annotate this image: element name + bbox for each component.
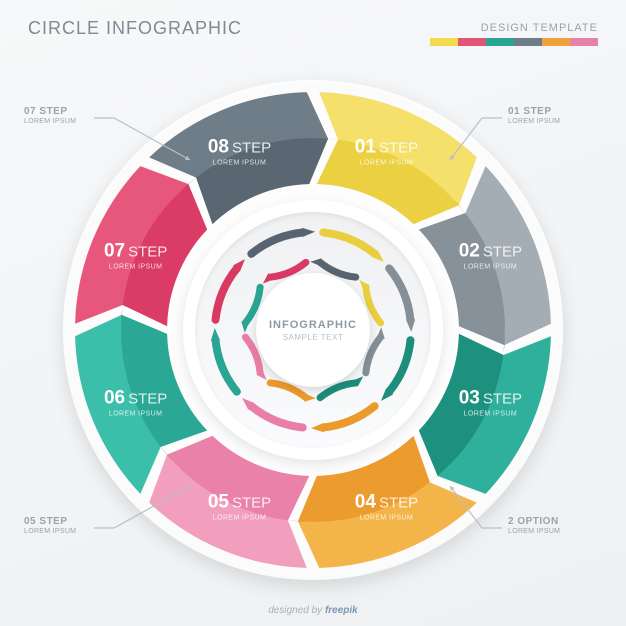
attribution-brand: freepik: [325, 605, 358, 616]
header: CIRCLE INFOGRAPHIC DESIGN TEMPLATE: [28, 18, 598, 58]
center-disc: INFOGRAPHIC SAMPLE TEXT: [256, 273, 370, 387]
callout-0: 01 STEPLOREM IPSUM: [508, 106, 560, 125]
callout-1: 2 OPTIONLOREM IPSUM: [508, 516, 560, 535]
center-subtitle: SAMPLE TEXT: [283, 333, 343, 342]
attribution-prefix: designed by: [268, 605, 325, 616]
callout-2: 05 STEPLOREM IPSUM: [24, 516, 76, 535]
page-subtitle: DESIGN TEMPLATE: [481, 22, 598, 34]
attribution: designed by freepik: [0, 605, 626, 616]
callout-3: 07 STEPLOREM IPSUM: [24, 106, 76, 125]
center-title: INFOGRAPHIC: [269, 319, 357, 331]
palette-bars: [430, 38, 598, 46]
